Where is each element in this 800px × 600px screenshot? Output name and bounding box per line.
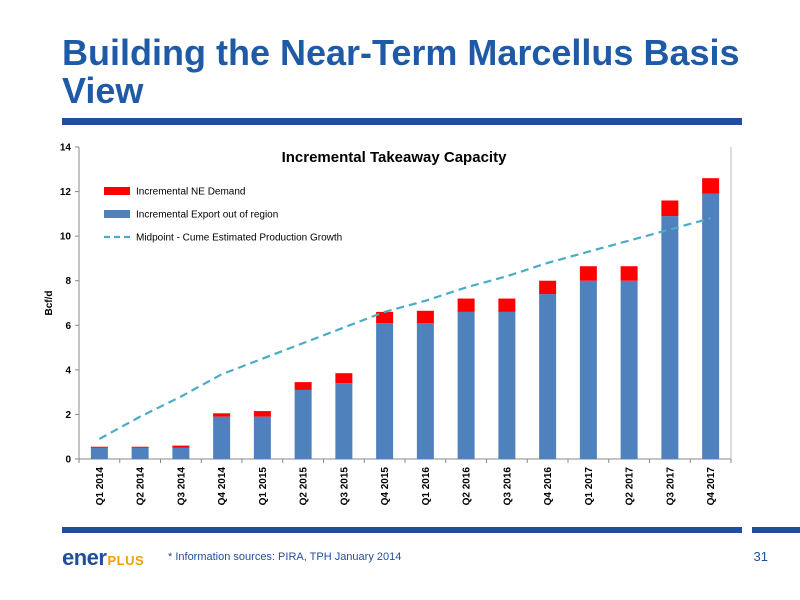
demand-bar bbox=[131, 446, 149, 448]
page-number: 31 bbox=[753, 549, 768, 564]
demand-bar bbox=[253, 411, 271, 417]
enerplus-logo: enerPLUS bbox=[62, 545, 145, 570]
demand-bar bbox=[539, 280, 557, 295]
x-tick-label: Q4 2016 bbox=[543, 467, 554, 506]
legend-label: Incremental NE Demand bbox=[136, 187, 246, 198]
x-tick-label: Q4 2017 bbox=[706, 467, 717, 506]
x-tick-label: Q4 2015 bbox=[380, 467, 391, 506]
export-bar bbox=[416, 323, 434, 459]
demand-bar bbox=[213, 413, 231, 417]
export-bar bbox=[498, 311, 516, 459]
legend-swatch bbox=[104, 187, 130, 195]
x-tick-label: Q2 2014 bbox=[136, 467, 147, 506]
slide-title: Building the Near-Term Marcellus Basis V… bbox=[62, 32, 740, 111]
export-bar bbox=[172, 447, 190, 459]
chart-legend: Incremental NE Demand Incremental Export … bbox=[104, 187, 342, 244]
x-tick-label: Q3 2015 bbox=[339, 467, 350, 506]
x-tick-label: Q1 2017 bbox=[584, 467, 595, 506]
y-tick-label: 8 bbox=[65, 276, 71, 287]
demand-bar bbox=[172, 445, 190, 448]
logo-text-plus: PLUS bbox=[107, 553, 145, 568]
export-bar bbox=[90, 447, 108, 459]
x-tick-label: Q3 2017 bbox=[665, 467, 676, 506]
x-tick-label: Q4 2014 bbox=[217, 467, 228, 506]
logo-text-ener: ener bbox=[62, 545, 107, 570]
demand-bar bbox=[416, 310, 434, 324]
y-tick-label: 12 bbox=[60, 187, 72, 198]
export-bar bbox=[253, 416, 271, 459]
x-tick-label: Q1 2014 bbox=[95, 467, 106, 506]
chart-title: Incremental Takeaway Capacity bbox=[282, 149, 507, 166]
demand-bar bbox=[579, 266, 597, 281]
x-tick-label: Q2 2017 bbox=[625, 467, 636, 506]
y-tick-label: 2 bbox=[65, 410, 71, 421]
takeaway-capacity-chart: Incremental Takeaway Capacity Bcf/d 0 2 4 6… bbox=[44, 143, 732, 506]
x-tick-label: Q3 2014 bbox=[176, 467, 187, 506]
y-tick-label: 14 bbox=[60, 143, 72, 154]
x-tick-label: Q3 2016 bbox=[502, 467, 513, 506]
footer-divider bbox=[62, 527, 742, 533]
title-divider bbox=[62, 118, 742, 125]
export-bar bbox=[335, 383, 353, 459]
export-bar bbox=[539, 294, 557, 459]
y-tick-label: 10 bbox=[60, 232, 72, 243]
demand-bar bbox=[376, 311, 394, 324]
y-tick-label: 0 bbox=[65, 455, 71, 466]
demand-bar bbox=[90, 446, 108, 448]
demand-bar bbox=[702, 178, 720, 194]
export-bar bbox=[213, 416, 231, 459]
demand-bar bbox=[335, 373, 353, 384]
export-bar bbox=[661, 216, 679, 459]
demand-bar bbox=[620, 266, 638, 281]
demand-bar bbox=[457, 298, 475, 312]
export-bar bbox=[579, 280, 597, 459]
export-bar bbox=[294, 389, 312, 459]
export-bar bbox=[376, 323, 394, 459]
x-tick-label: Q1 2016 bbox=[421, 467, 432, 506]
x-tick-label: Q1 2015 bbox=[258, 467, 269, 506]
export-bar bbox=[702, 193, 720, 460]
y-tick-label: 4 bbox=[65, 365, 71, 376]
x-tick-label: Q2 2016 bbox=[462, 467, 473, 506]
export-bar bbox=[131, 447, 149, 459]
x-tick-label: Q2 2015 bbox=[299, 467, 310, 506]
x-axis-labels: Q1 2014 Q2 2014 Q3 2014 Q4 2014 Q1 2015 Q2 20… bbox=[78, 459, 732, 506]
legend-swatch bbox=[104, 210, 130, 218]
demand-bar bbox=[294, 382, 312, 390]
demand-bar bbox=[661, 200, 679, 217]
demand-bar bbox=[498, 298, 516, 312]
information-sources-footnote: * Information sources: PIRA, TPH January… bbox=[168, 551, 402, 563]
bar-marks bbox=[90, 178, 720, 460]
production-growth-line bbox=[98, 217, 711, 440]
y-tick-label: 6 bbox=[65, 321, 71, 332]
export-bar bbox=[620, 280, 638, 459]
export-bar bbox=[457, 311, 475, 459]
y-axis-label: Bcf/d bbox=[44, 291, 55, 316]
footer-divider-tail bbox=[752, 527, 800, 533]
production-line-marks bbox=[98, 217, 711, 440]
legend-label: Midpoint - Cume Estimated Production Gro… bbox=[136, 233, 342, 244]
y-axis-ticks: 0 2 4 6 8 10 12 14 bbox=[60, 143, 79, 466]
legend-label: Incremental Export out of region bbox=[136, 210, 278, 221]
